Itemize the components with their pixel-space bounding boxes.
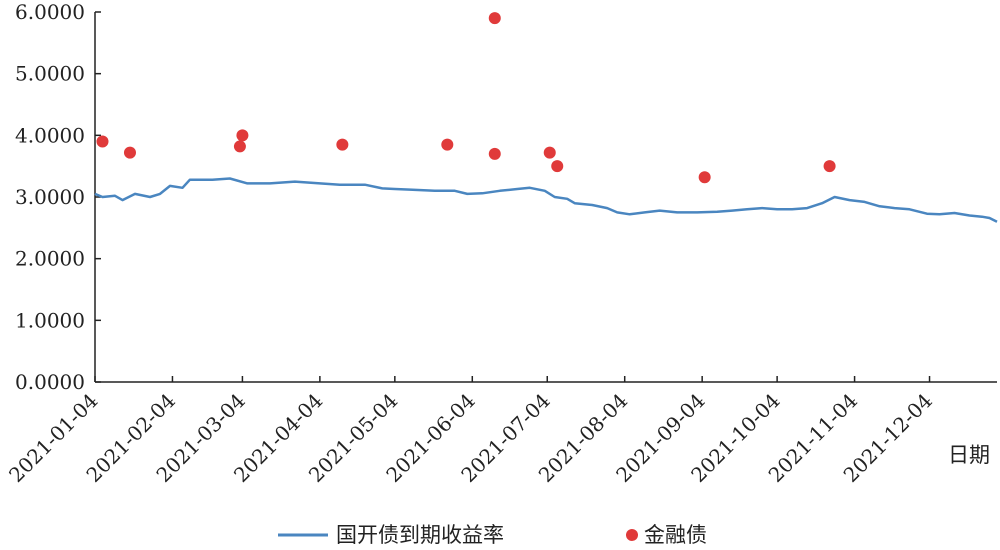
y-tick-label: 4.0000 xyxy=(15,123,85,147)
legend-dot-swatch xyxy=(626,529,638,541)
legend-label-dots: 金融债 xyxy=(644,523,707,547)
legend-label-line: 国开债到期收益率 xyxy=(336,523,504,547)
scatter-point xyxy=(236,129,249,142)
scatter-point xyxy=(823,160,836,173)
y-tick-label: 2.0000 xyxy=(15,247,85,271)
y-tick-label: 3.0000 xyxy=(15,185,85,209)
x-axis-title: 日期 xyxy=(948,443,990,467)
y-axis: 0.0000 1.0000 2.0000 3.0000 4.0000 5.0000 6.00… xyxy=(15,0,101,394)
series-line-yield xyxy=(94,177,998,223)
scatter-point xyxy=(96,135,109,148)
scatter-point xyxy=(123,146,136,159)
legend: 国开债到期收益率 金融债 xyxy=(278,523,707,547)
x-axis: 2021-01-042021-02-042021-03-042021-04-04… xyxy=(4,376,997,487)
y-tick-label: 0.0000 xyxy=(15,370,85,394)
plot-area xyxy=(94,12,998,223)
scatter-point xyxy=(336,138,349,151)
y-tick-label: 1.0000 xyxy=(15,308,85,332)
scatter-point xyxy=(698,171,711,184)
scatter-point xyxy=(488,147,501,160)
y-tick-label: 6.0000 xyxy=(15,0,85,24)
y-tick-label: 5.0000 xyxy=(15,62,85,86)
scatter-point xyxy=(233,140,246,153)
scatter-point xyxy=(543,146,556,159)
scatter-point xyxy=(551,160,564,173)
scatter-point xyxy=(488,12,501,25)
scatter-point xyxy=(441,138,454,151)
